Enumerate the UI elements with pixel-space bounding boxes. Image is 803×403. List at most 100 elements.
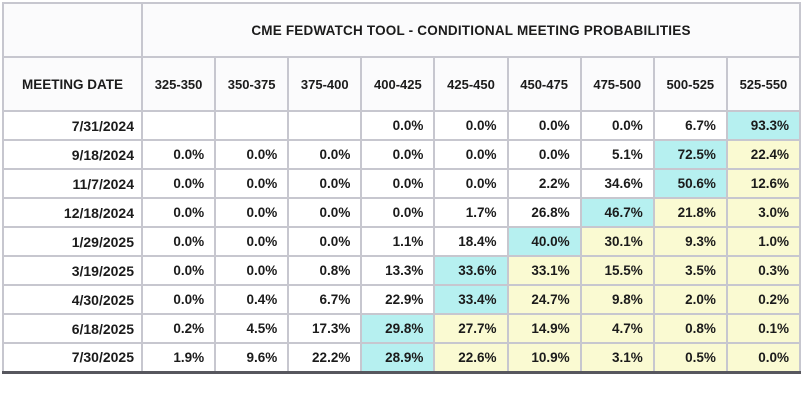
- probability-cell: 3.1%: [579, 342, 655, 373]
- probability-cell: 9.3%: [652, 226, 728, 257]
- probability-cell: 93.3%: [725, 110, 802, 141]
- meeting-date-cell: 9/18/2024: [2, 139, 143, 170]
- probability-cell: 46.7%: [579, 197, 655, 228]
- probability-cell: 5.1%: [579, 139, 655, 170]
- probability-cell: [214, 110, 290, 141]
- meeting-date-cell: 1/29/2025: [2, 226, 143, 257]
- probability-cell: 6.7%: [287, 284, 363, 315]
- column-header-525-550: 525-550: [725, 56, 802, 112]
- probability-cell: 24.7%: [506, 284, 582, 315]
- probability-cell: 0.0%: [214, 226, 290, 257]
- probability-cell: 0.0%: [579, 110, 655, 141]
- probability-cell: 0.0%: [360, 139, 436, 170]
- probability-cell: 0.3%: [725, 255, 802, 286]
- probability-cell: 0.0%: [360, 168, 436, 199]
- table-row: 7/31/2024 0.0% 0.0% 0.0% 0.0% 6.7% 93.3%: [2, 110, 802, 141]
- title-row: CME FEDWATCH TOOL - CONDITIONAL MEETING …: [2, 2, 801, 58]
- table-body: 7/31/2024 0.0% 0.0% 0.0% 0.0% 6.7% 93.3% 9/18/2…: [2, 110, 802, 373]
- probability-cell: 0.0%: [433, 139, 509, 170]
- probability-cell: 1.9%: [140, 342, 217, 373]
- probability-cell: 30.1%: [579, 226, 655, 257]
- probability-cell: 0.1%: [725, 313, 802, 344]
- probability-cell: 0.0%: [214, 139, 290, 170]
- probability-cell: 29.8%: [360, 313, 436, 344]
- probability-cell: 0.0%: [287, 168, 363, 199]
- corner-cell: [2, 2, 143, 58]
- probability-cell: 1.1%: [360, 226, 436, 257]
- probability-cell: 0.0%: [360, 197, 436, 228]
- meeting-date-cell: 7/31/2024: [2, 110, 143, 141]
- probability-cell: 33.1%: [506, 255, 582, 286]
- probability-cell: 3.5%: [652, 255, 728, 286]
- meeting-date-cell: 12/18/2024: [2, 197, 143, 228]
- table-row: 9/18/2024 0.0% 0.0% 0.0% 0.0% 0.0% 0.0% 5.1% 72.…: [2, 139, 802, 170]
- probability-cell: 4.7%: [579, 313, 655, 344]
- probability-cell: 0.0%: [506, 139, 582, 170]
- column-header-450-475: 450-475: [506, 56, 582, 112]
- probability-cell: 0.0%: [287, 226, 363, 257]
- column-header-400-425: 400-425: [360, 56, 436, 112]
- probability-cell: 1.0%: [725, 226, 802, 257]
- probability-cell: 2.2%: [506, 168, 582, 199]
- probability-cell: 0.2%: [140, 313, 217, 344]
- probability-cell: 12.6%: [725, 168, 802, 199]
- fedwatch-probabilities-table: CME FEDWATCH TOOL - CONDITIONAL MEETING …: [2, 2, 802, 374]
- probability-cell: 0.0%: [140, 197, 217, 228]
- probability-cell: 28.9%: [360, 342, 436, 373]
- probability-cell: 0.0%: [140, 168, 217, 199]
- meeting-date-cell: 6/18/2025: [2, 313, 143, 344]
- table-row: 4/30/2025 0.0% 0.4% 6.7% 22.9% 33.4% 24.7% 9.8%…: [2, 284, 802, 315]
- table-title: CME FEDWATCH TOOL - CONDITIONAL MEETING …: [141, 2, 801, 58]
- probability-cell: 0.2%: [725, 284, 802, 315]
- probability-cell: 14.9%: [506, 313, 582, 344]
- probability-cell: 0.0%: [287, 197, 363, 228]
- column-header-475-500: 475-500: [579, 56, 655, 112]
- probability-cell: 15.5%: [579, 255, 655, 286]
- meeting-date-header: MEETING DATE: [2, 56, 143, 112]
- probability-cell: 33.4%: [433, 284, 509, 315]
- probability-cell: 1.7%: [433, 197, 509, 228]
- meeting-date-cell: 11/7/2024: [2, 168, 143, 199]
- probability-cell: [287, 110, 363, 141]
- probability-cell: 2.0%: [652, 284, 728, 315]
- probability-cell: 0.8%: [652, 313, 728, 344]
- table-row: 7/30/2025 1.9% 9.6% 22.2% 28.9% 22.6% 10.9% 3.1…: [2, 342, 802, 373]
- probability-cell: 0.8%: [287, 255, 363, 286]
- probability-cell: [140, 110, 217, 141]
- probability-cell: 0.4%: [214, 284, 290, 315]
- probability-cell: 0.0%: [214, 255, 290, 286]
- probability-cell: 27.7%: [433, 313, 509, 344]
- probability-cell: 22.4%: [725, 139, 802, 170]
- meeting-date-cell: 3/19/2025: [2, 255, 143, 286]
- column-header-325-350: 325-350: [140, 56, 217, 112]
- meeting-date-cell: 4/30/2025: [2, 284, 143, 315]
- table-row: 6/18/2025 0.2% 4.5% 17.3% 29.8% 27.7% 14.9% 4.7…: [2, 313, 802, 344]
- probability-cell: 0.0%: [140, 139, 217, 170]
- probability-cell: 21.8%: [652, 197, 728, 228]
- probability-cell: 17.3%: [287, 313, 363, 344]
- probability-cell: 22.6%: [433, 342, 509, 373]
- probability-cell: 40.0%: [506, 226, 582, 257]
- column-header-500-525: 500-525: [652, 56, 728, 112]
- probability-cell: 0.0%: [287, 139, 363, 170]
- table-row: 1/29/2025 0.0% 0.0% 0.0% 1.1% 18.4% 40.0% 30.1%…: [2, 226, 802, 257]
- column-header-375-400: 375-400: [287, 56, 363, 112]
- probability-cell: 18.4%: [433, 226, 509, 257]
- table-row: 12/18/2024 0.0% 0.0% 0.0% 0.0% 1.7% 26.8% 46.7%…: [2, 197, 802, 228]
- column-header-425-450: 425-450: [433, 56, 509, 112]
- probability-cell: 22.2%: [287, 342, 363, 373]
- probability-cell: 0.0%: [360, 110, 436, 141]
- probability-cell: 50.6%: [652, 168, 728, 199]
- probability-cell: 9.8%: [579, 284, 655, 315]
- probability-cell: 22.9%: [360, 284, 436, 315]
- probability-cell: 4.5%: [214, 313, 290, 344]
- probability-cell: 9.6%: [214, 342, 290, 373]
- probability-cell: 72.5%: [652, 139, 728, 170]
- probability-cell: 3.0%: [725, 197, 802, 228]
- probability-cell: 26.8%: [506, 197, 582, 228]
- probability-cell: 0.0%: [140, 255, 217, 286]
- probability-cell: 0.0%: [214, 197, 290, 228]
- probability-cell: 13.3%: [360, 255, 436, 286]
- probability-cell: 0.0%: [140, 284, 217, 315]
- probability-cell: 0.0%: [214, 168, 290, 199]
